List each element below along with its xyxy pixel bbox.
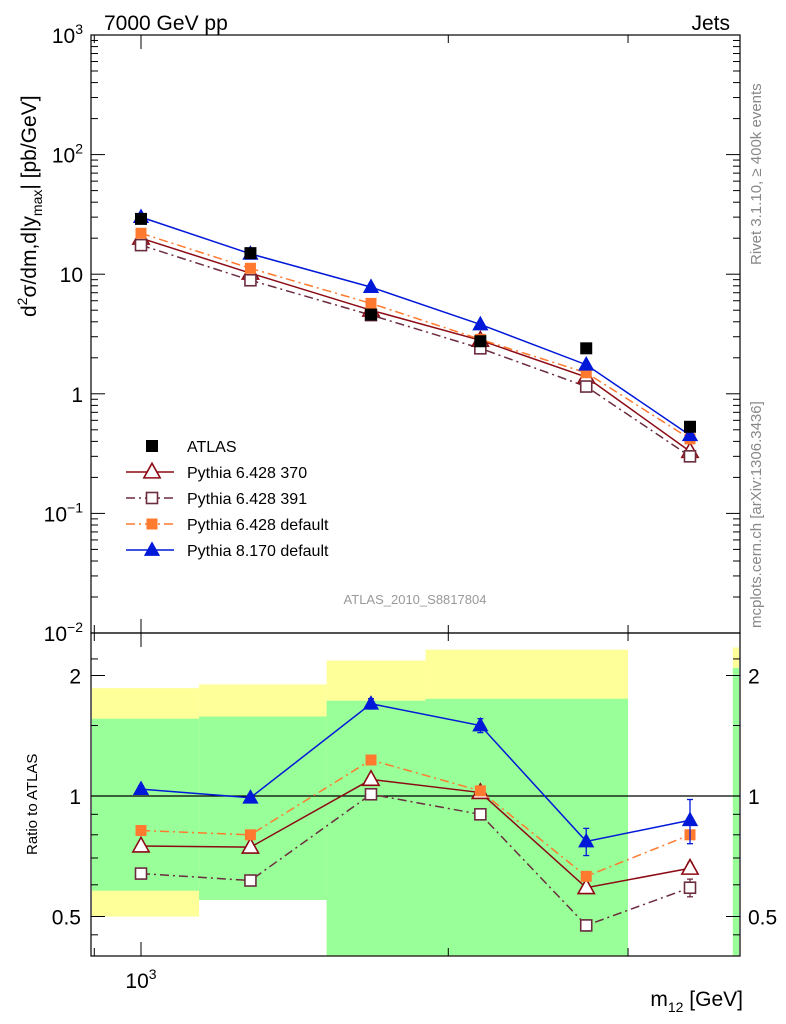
main-point-py6_391-4 [579, 380, 593, 393]
main-point-py8_default-3 [472, 315, 489, 331]
rivet-label: Rivet 3.1.10, ≥ 400k events [748, 83, 765, 265]
ratio-y-tick-label-left-2: 0.5 [52, 907, 81, 930]
ratio-point-py6_370-4 [576, 877, 596, 895]
ratio-y-tick-label-right-0: 2 [748, 666, 760, 689]
main-point-atlas-1 [244, 247, 257, 260]
main-line-py6_391 [140, 244, 691, 457]
legend-label-py8_default: Pythia 8.170 default [187, 543, 329, 560]
ratio-frame [90, 632, 741, 957]
ratio-line-py8_default [140, 702, 691, 843]
legend-marker-py6_default [146, 518, 158, 530]
main-y-tick-label-3: 1 [71, 384, 83, 407]
ratio-point-py6_391-1 [244, 874, 257, 887]
legend-marker-py6_391 [145, 491, 159, 505]
main-point-py8_default-5 [681, 426, 699, 442]
main-point-py8_default-4 [578, 356, 595, 371]
ratio-y-tick-label-right-1: 1 [748, 786, 760, 809]
ratio-y-axis-title: Ratio to ATLAS [24, 754, 41, 855]
ratio-point-py6_370-5 [680, 857, 700, 875]
ratio-point-py6_391-0 [134, 867, 148, 880]
ratio-point-py6_default-3 [474, 785, 486, 797]
legend-label-py6_370: Pythia 6.428 370 [187, 465, 307, 482]
main-line-py6_default [140, 232, 691, 440]
ratio-point-py8_default-2 [362, 695, 380, 710]
ratio-point-py8_default-5 [681, 811, 699, 827]
ratio-bands [92, 647, 739, 956]
jets-label: Jets [691, 12, 730, 35]
green-band-0 [92, 718, 200, 891]
legend-label-py6_391: Pythia 6.428 391 [187, 491, 307, 508]
legend-label-atlas: ATLAS [187, 439, 237, 456]
main-point-atlas-4 [580, 342, 593, 355]
ratio-point-py8_default-3 [472, 716, 489, 732]
legend: ATLAS Pythia 6.428 370 Pythia 6.428 391 Pyt… [126, 439, 329, 560]
main-point-py6_default-1 [244, 262, 256, 274]
ratio-point-py6_default-1 [244, 829, 256, 841]
ratio-point-py6_default-0 [135, 824, 147, 836]
ratio-line-py6_default [140, 759, 691, 878]
main-y-axis-title: d2σ/dm,d|ymax| [pb/GeV] [14, 95, 45, 317]
main-y-tick-label-1: 102 [52, 141, 83, 168]
main-line-py6_370 [140, 237, 691, 452]
ratio-point-py8_default-4 [578, 832, 595, 848]
main-point-atlas-5 [684, 420, 696, 433]
source-label: mcplots.cern.ch [arXiv:1306.3436] [748, 401, 765, 628]
x-tick-label-1000: 103 [125, 966, 156, 993]
green-band-2 [326, 700, 426, 956]
analysis-label: ATLAS_2010_S8817804 [344, 592, 487, 607]
energy-label: 7000 GeV pp [104, 12, 228, 35]
main-point-py8_default-2 [362, 278, 380, 293]
main-point-atlas-0 [135, 212, 147, 225]
ratio-line-py6_391 [140, 793, 691, 927]
ratio-y-tick-label-left-1: 1 [69, 786, 81, 809]
ratio-point-py6_391-5 [683, 881, 697, 895]
ratio-panel: 2 2 1 1 0.5 0.5 103 [52, 632, 777, 993]
ratio-y-tick-label-left-0: 2 [69, 666, 81, 689]
main-y-tick-label-4: 10−1 [44, 499, 84, 526]
ratio-point-py6_default-2 [365, 754, 377, 766]
ratio-line-py6_370 [140, 778, 691, 889]
ratio-point-py6_391-2 [364, 787, 378, 801]
main-y-tick-label-2: 10 [60, 264, 83, 287]
x-axis-title: m12 [GeV] [650, 988, 743, 1015]
legend-marker-py8_default [143, 541, 161, 556]
main-series [131, 208, 700, 463]
main-point-py6_391-5 [683, 450, 697, 463]
ratio-point-py8_default-0 [132, 780, 150, 796]
ratio-point-py8_default-1 [242, 789, 259, 804]
ratio-point-py6_391-3 [474, 808, 487, 821]
main-point-atlas-3 [474, 335, 487, 348]
main-y-tick-label-0: 103 [52, 21, 83, 48]
ratio-series [131, 695, 700, 932]
legend-marker-atlas [146, 440, 158, 452]
legend-label-py6_default: Pythia 6.428 default [187, 517, 329, 534]
green-band-1 [199, 716, 327, 900]
main-y-tick-label-5: 10−2 [44, 619, 84, 646]
main-point-py6_default-2 [365, 297, 377, 309]
legend-marker-py6_370 [142, 461, 162, 479]
ratio-point-py6_370-0 [131, 835, 151, 853]
main-point-py6_default-4 [580, 367, 592, 379]
main-point-atlas-2 [364, 308, 377, 321]
main-point-py6_391-0 [134, 238, 148, 252]
main-point-py6_391-1 [244, 273, 257, 287]
main-line-py8_default [140, 216, 691, 436]
ratio-point-py6_370-1 [240, 836, 260, 854]
main-point-py6_default-0 [135, 227, 147, 239]
ratio-y-tick-label-right-2: 0.5 [748, 907, 777, 930]
green-band-3 [425, 698, 629, 956]
ratio-point-py6_391-4 [579, 919, 593, 932]
green-band-4 [732, 667, 739, 956]
ratio-point-py6_default-4 [580, 870, 592, 882]
ratio-point-py6_370-2 [361, 769, 381, 787]
